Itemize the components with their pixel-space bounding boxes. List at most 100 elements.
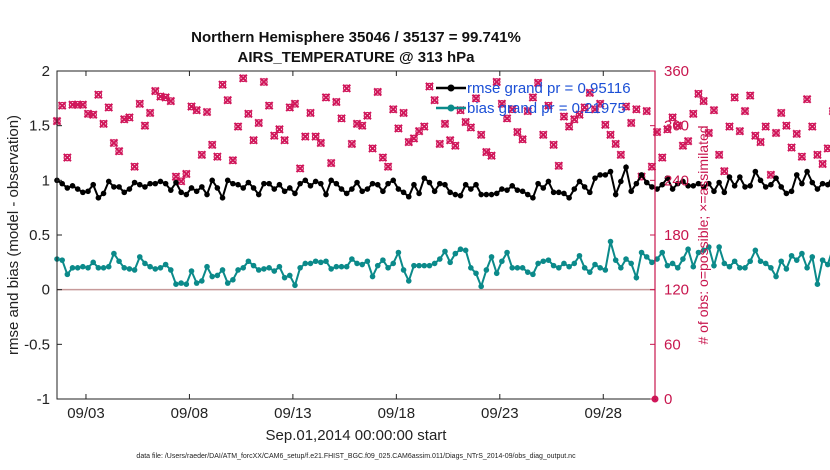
obs-count-marker [114,146,124,156]
rmse-point [685,183,691,189]
obs-possible-marker [73,100,82,109]
obs-possible-marker [549,141,558,149]
obs-count-marker [663,125,672,134]
bias-point [421,262,428,269]
bias-point [473,270,479,277]
rmse-point [261,180,267,187]
obs-count-marker [523,106,533,116]
bias-point [530,271,536,278]
obs-possible-marker [813,151,822,159]
obs-possible-marker [198,151,206,159]
obs-possible-marker [125,113,134,122]
bias-point [721,260,728,267]
rmse-point [602,172,609,178]
bias-point [809,254,816,260]
obs-assimilated-marker [192,105,201,115]
bias-point [602,267,609,273]
obs-possible-marker [591,105,599,114]
obs-count-marker [130,162,139,171]
rmse-point [405,193,412,200]
rmse-point [462,181,469,188]
bias-point [245,258,252,265]
obs-count-marker [451,141,460,151]
rmse-point [369,180,376,187]
bias-point [426,262,433,269]
obs-count-marker [497,99,507,109]
obs-count-marker [575,110,584,120]
obs-possible-marker [689,110,698,118]
rmse-point [333,180,340,187]
left-axis-ticks: 2 1.5 1 0.5 0 -0.5 -1 [24,63,62,408]
rmse-point [421,175,428,181]
obs-possible-marker [730,93,739,102]
obs-count-marker [714,150,724,160]
obs-assimilated-marker [140,121,150,130]
obs-possible-marker [451,141,460,150]
rmse-point [524,191,531,198]
rmse-point [390,177,397,184]
obs-assimilated-marker [782,121,791,130]
obs-count-marker [332,97,341,107]
bias-point [793,257,800,263]
rmse-point [188,185,195,191]
bias-point [555,265,562,271]
obs-count-marker [430,95,439,105]
obs-count-marker [357,121,367,130]
obs-count-marker [513,127,522,137]
rmse-point [85,188,91,195]
obs-possible-marker [135,100,144,108]
obs-assimilated-marker [78,100,88,110]
rmse-point [695,180,702,187]
obs-possible-marker [575,110,584,119]
obs-possible-marker [653,128,661,136]
rmse-point [535,180,541,187]
obs-assimilated-marker [766,170,776,180]
obs-assimilated-marker [425,82,434,91]
obs-possible-marker [539,130,548,139]
bias-point [95,265,102,271]
obs-count-marker [787,143,796,152]
obs-possible-marker [306,109,315,117]
bias-series [54,238,830,290]
rmse-point [173,179,179,186]
obs-count-marker [104,103,114,112]
obs-assimilated-marker [813,150,822,160]
rmse-point [530,195,536,201]
obs-assimilated-marker [394,124,403,133]
obs-count-marker [326,158,336,168]
obs-assimilated-marker [337,114,346,123]
rmse-point [643,179,650,186]
rmse-point [762,184,769,190]
rmse-point [214,185,221,191]
obs-assimilated-marker [761,122,771,131]
rmse-point [814,186,821,192]
obs-assimilated-marker [549,140,558,150]
obs-assimilated-marker [233,122,243,131]
obs-possible-marker [394,124,403,133]
obs-possible-marker [265,101,273,110]
bias-point [519,265,526,271]
bias-point [111,250,117,257]
obs-count-marker [761,122,771,131]
obs-assimilated-marker [316,138,326,148]
bias-point [747,258,753,265]
obs-count-marker [776,108,786,118]
bias-point [819,257,826,263]
rmse-point [468,186,474,192]
bias-point [783,266,790,272]
rmse-point [411,181,417,188]
obs-possible-marker [767,171,775,179]
obs-possible-marker [337,114,346,123]
obs-assimilated-marker [668,113,677,122]
obs-assimilated-marker [756,137,765,147]
obs-possible-marker [751,131,760,140]
bias-point [514,265,521,271]
obs-assimilated-marker [699,96,708,106]
obs-assimilated-marker [135,99,145,109]
rmse-series [54,163,830,201]
obs-possible-marker [792,130,801,138]
x-tick-label: 09/28 [584,405,622,422]
obs-count-marker [756,137,765,147]
obs-possible-marker [327,159,335,167]
